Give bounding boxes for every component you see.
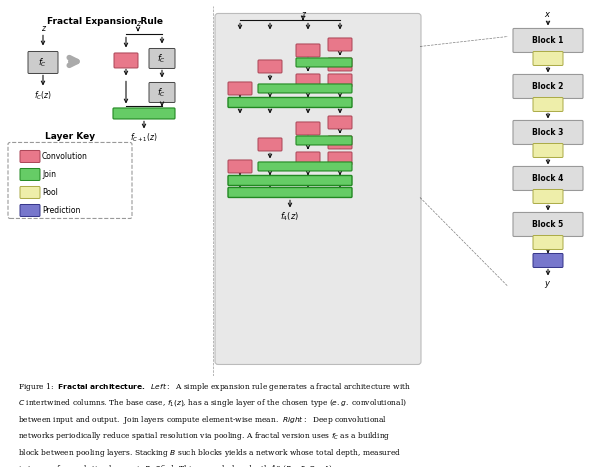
- FancyBboxPatch shape: [513, 120, 583, 144]
- FancyBboxPatch shape: [328, 116, 352, 129]
- FancyBboxPatch shape: [258, 60, 282, 73]
- FancyBboxPatch shape: [296, 136, 352, 145]
- Text: Prediction: Prediction: [42, 206, 80, 215]
- Text: $f_C(z)$: $f_C(z)$: [34, 89, 52, 102]
- FancyBboxPatch shape: [533, 235, 563, 249]
- FancyBboxPatch shape: [258, 138, 282, 151]
- Text: $x$: $x$: [545, 10, 551, 19]
- FancyBboxPatch shape: [328, 136, 352, 149]
- FancyBboxPatch shape: [533, 190, 563, 204]
- FancyBboxPatch shape: [20, 205, 40, 217]
- Text: Block 3: Block 3: [532, 128, 564, 137]
- FancyBboxPatch shape: [328, 152, 352, 165]
- FancyBboxPatch shape: [533, 254, 563, 268]
- FancyBboxPatch shape: [149, 83, 175, 102]
- Text: z: z: [136, 19, 140, 28]
- FancyBboxPatch shape: [533, 51, 563, 65]
- Text: $f_C$: $f_C$: [158, 86, 166, 99]
- FancyBboxPatch shape: [228, 98, 352, 107]
- Text: z: z: [41, 24, 45, 33]
- Text: $f_{C+1}(z)$: $f_{C+1}(z)$: [130, 131, 158, 144]
- FancyBboxPatch shape: [258, 84, 352, 93]
- FancyBboxPatch shape: [533, 143, 563, 157]
- Text: Convolution: Convolution: [42, 152, 88, 161]
- Text: Figure 1:  $\mathbf{Fractal\ architecture.}$  $\mathit{Left:}$  A simple expansi: Figure 1: $\mathbf{Fractal\ architecture…: [18, 381, 411, 467]
- Text: $f_C$: $f_C$: [38, 56, 47, 69]
- FancyBboxPatch shape: [328, 74, 352, 87]
- FancyBboxPatch shape: [228, 82, 252, 95]
- FancyBboxPatch shape: [20, 150, 40, 163]
- FancyBboxPatch shape: [258, 162, 352, 171]
- Text: Block 1: Block 1: [532, 36, 564, 45]
- Text: z: z: [301, 10, 305, 19]
- Text: $f_C$: $f_C$: [158, 52, 166, 65]
- FancyBboxPatch shape: [114, 53, 138, 68]
- FancyBboxPatch shape: [296, 74, 320, 87]
- FancyBboxPatch shape: [296, 122, 320, 135]
- FancyBboxPatch shape: [513, 212, 583, 236]
- FancyBboxPatch shape: [513, 166, 583, 191]
- Text: Block 5: Block 5: [532, 220, 564, 229]
- Text: Join: Join: [42, 170, 56, 179]
- FancyBboxPatch shape: [328, 58, 352, 71]
- Text: Block 4: Block 4: [532, 174, 564, 183]
- FancyBboxPatch shape: [328, 38, 352, 51]
- FancyBboxPatch shape: [228, 187, 352, 198]
- Text: Layer Key: Layer Key: [45, 132, 95, 141]
- Text: Fractal Expansion Rule: Fractal Expansion Rule: [47, 17, 163, 26]
- Text: Pool: Pool: [42, 188, 58, 197]
- Text: $f_4(z)$: $f_4(z)$: [280, 210, 299, 223]
- FancyBboxPatch shape: [8, 142, 132, 219]
- FancyBboxPatch shape: [533, 98, 563, 112]
- FancyBboxPatch shape: [113, 108, 175, 119]
- FancyBboxPatch shape: [296, 152, 320, 165]
- FancyBboxPatch shape: [215, 14, 421, 364]
- Text: $y$: $y$: [545, 279, 551, 290]
- FancyBboxPatch shape: [20, 186, 40, 198]
- FancyBboxPatch shape: [149, 49, 175, 69]
- FancyBboxPatch shape: [513, 28, 583, 52]
- Text: Block 2: Block 2: [532, 82, 564, 91]
- FancyBboxPatch shape: [28, 51, 58, 73]
- FancyBboxPatch shape: [296, 58, 352, 67]
- FancyBboxPatch shape: [296, 44, 320, 57]
- FancyBboxPatch shape: [20, 169, 40, 180]
- FancyBboxPatch shape: [228, 176, 352, 185]
- FancyBboxPatch shape: [228, 160, 252, 173]
- FancyBboxPatch shape: [513, 74, 583, 99]
